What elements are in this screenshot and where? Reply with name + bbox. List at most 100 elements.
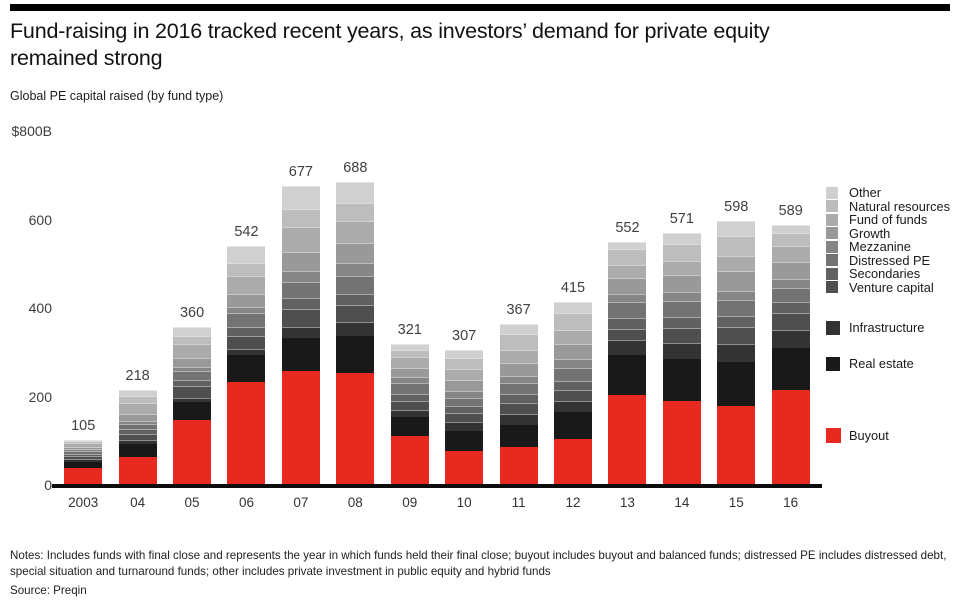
x-tick-12: 12 xyxy=(565,495,581,510)
segment-other xyxy=(281,186,320,210)
y-tick-200: 200 xyxy=(28,388,52,405)
segment-venture-capital xyxy=(281,309,320,327)
bar-05: 360 xyxy=(173,132,212,486)
segment-other xyxy=(64,439,103,442)
segment-infrastructure xyxy=(554,401,592,413)
legend-swatch-venture-capital xyxy=(826,281,838,294)
bar-total-label: 105 xyxy=(71,417,96,434)
bar-total-label: 571 xyxy=(669,211,694,228)
segment-buyout xyxy=(173,419,212,486)
segment-natural-resources xyxy=(662,243,701,262)
segment-distressed-pe xyxy=(336,275,375,294)
bar-14: 571 xyxy=(662,132,701,486)
segment-real-estate xyxy=(608,355,647,396)
segment-buyout xyxy=(499,447,538,486)
bar-stack-15 xyxy=(717,221,756,486)
bar-15: 598 xyxy=(717,132,756,486)
segment-buyout xyxy=(64,468,103,486)
segment-natural-resources xyxy=(227,262,266,276)
segment-natural-resources xyxy=(554,312,592,331)
segment-fund-of-funds xyxy=(173,344,212,358)
segment-other xyxy=(390,344,429,351)
segment-infrastructure xyxy=(608,340,647,356)
segment-other xyxy=(118,389,157,397)
segment-other xyxy=(554,302,592,313)
segment-secondaries xyxy=(662,316,701,328)
segment-growth xyxy=(608,278,647,294)
page-title: Fund-raising in 2016 tracked recent year… xyxy=(10,18,930,72)
segment-buyout xyxy=(554,438,592,486)
legend-label: Secondaries xyxy=(849,266,921,282)
x-tick-16: 16 xyxy=(783,495,799,510)
segment-venture-capital xyxy=(662,327,701,344)
segment-distressed-pe xyxy=(390,383,429,395)
segment-distressed-pe xyxy=(445,397,484,407)
bar-stack-08 xyxy=(336,181,375,486)
segment-fund-of-funds xyxy=(717,255,756,272)
segment-secondaries xyxy=(554,381,592,390)
segment-other xyxy=(445,350,484,358)
segment-secondaries xyxy=(227,326,266,336)
segment-buyout xyxy=(608,395,647,486)
segment-fund-of-funds xyxy=(118,402,157,414)
segment-infrastructure xyxy=(64,459,103,462)
x-tick-14: 14 xyxy=(674,495,690,510)
segment-other xyxy=(662,233,701,244)
segment-mezzanine xyxy=(717,291,756,301)
segment-secondaries xyxy=(390,394,429,402)
bar-stack-04 xyxy=(118,389,157,486)
legend-swatch-fund-of-funds xyxy=(826,213,838,226)
segment-buyout xyxy=(281,370,320,486)
bar-total-label: 321 xyxy=(397,321,422,338)
segment-distressed-pe xyxy=(662,301,701,317)
bar-stack-16 xyxy=(771,225,810,486)
legend-label: Natural resources xyxy=(849,198,950,214)
legend-swatch-infrastructure xyxy=(826,320,840,335)
x-tick-06: 06 xyxy=(238,495,254,510)
bar-stack-06 xyxy=(227,246,266,486)
segment-mezzanine xyxy=(499,376,538,383)
segment-fund-of-funds xyxy=(445,368,484,380)
segment-fund-of-funds xyxy=(227,275,266,294)
bar-06: 542 xyxy=(227,132,266,486)
segment-distressed-pe xyxy=(118,424,157,430)
bar-10: 307 xyxy=(445,132,484,486)
segment-secondaries xyxy=(173,379,212,387)
x-tick-07: 07 xyxy=(293,495,309,510)
segment-infrastructure xyxy=(173,397,212,402)
segment-real-estate xyxy=(662,358,701,401)
segment-buyout xyxy=(662,400,701,486)
segment-growth xyxy=(173,357,212,367)
segment-growth xyxy=(499,363,538,377)
segment-secondaries xyxy=(771,301,810,313)
bar-stack-11 xyxy=(499,323,538,486)
top-divider-bar xyxy=(10,4,950,11)
segment-growth xyxy=(336,242,375,263)
segment-secondaries xyxy=(118,429,157,434)
bar-total-label: 677 xyxy=(288,164,313,181)
segment-natural-resources xyxy=(173,335,212,345)
segment-distressed-pe xyxy=(64,451,103,454)
legend-swatch-other xyxy=(826,186,838,199)
segment-distressed-pe xyxy=(717,300,756,316)
segment-growth xyxy=(662,274,701,293)
segment-real-estate xyxy=(281,337,320,371)
x-tick-10: 10 xyxy=(456,495,472,510)
legend-item-distressed-pe: Distressed PE xyxy=(826,253,956,268)
bar-stack-07 xyxy=(281,186,320,486)
y-tick-400: 400 xyxy=(28,300,52,316)
x-tick-04: 04 xyxy=(130,495,146,510)
segment-distressed-pe xyxy=(771,288,810,302)
segment-other xyxy=(499,323,538,335)
bar-total-label: 307 xyxy=(452,328,477,345)
segment-venture-capital xyxy=(771,312,810,331)
bar-total-label: 218 xyxy=(125,367,150,384)
bar-total-label: 415 xyxy=(560,280,586,297)
notes-text: Notes: Includes funds with final close a… xyxy=(10,549,947,579)
segment-natural-resources xyxy=(771,232,810,247)
segment-venture-capital xyxy=(390,401,429,410)
segment-fund-of-funds xyxy=(608,264,647,279)
x-tick-08: 08 xyxy=(347,495,363,510)
legend-swatch-natural-resources xyxy=(826,200,838,213)
legend-label: Real estate xyxy=(849,356,914,371)
